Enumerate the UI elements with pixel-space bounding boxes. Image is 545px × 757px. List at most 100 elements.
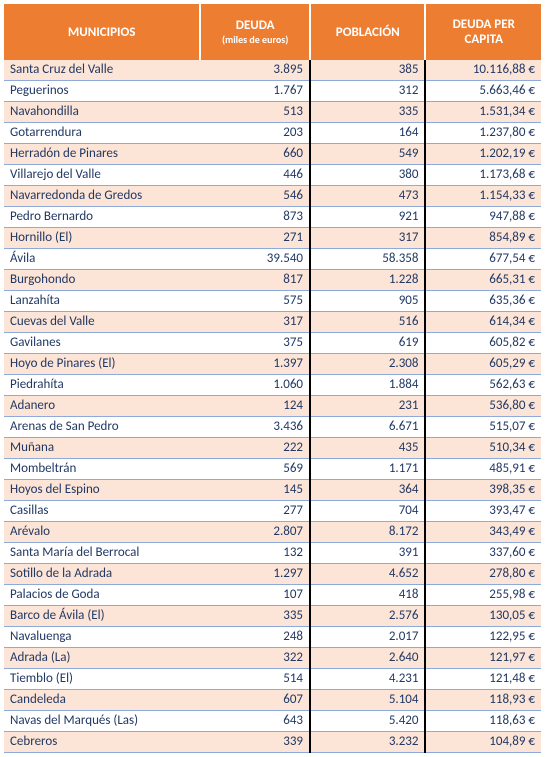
table-row: Tiemblo (El)5144.231121,48 €	[4, 669, 541, 690]
cell-municipio: Tiemblo (El)	[4, 669, 200, 690]
cell-deuda: 607	[200, 690, 310, 711]
cell-municipio: Piedrahíta	[4, 375, 200, 396]
cell-deuda: 271	[200, 228, 310, 249]
cell-poblacion: 3.232	[310, 732, 425, 753]
cell-municipio: Candeleda	[4, 690, 200, 711]
cell-poblacion: 2.640	[310, 648, 425, 669]
cell-poblacion: 619	[310, 333, 425, 354]
table-row: Casillas277704393,47 €	[4, 501, 541, 522]
table-row: Navarredonda de Gredos5464731.154,33 €	[4, 186, 541, 207]
header-per-capita: DEUDA PER CAPITA	[425, 4, 541, 60]
cell-deuda: 335	[200, 606, 310, 627]
cell-per-capita: 121,48 €	[425, 669, 541, 690]
cell-per-capita: 255,98 €	[425, 585, 541, 606]
cell-poblacion: 1.228	[310, 270, 425, 291]
cell-municipio: Villarejo del Valle	[4, 165, 200, 186]
cell-poblacion: 1.171	[310, 459, 425, 480]
table-row: Ávila39.54058.358677,54 €	[4, 249, 541, 270]
cell-deuda: 1.397	[200, 354, 310, 375]
cell-per-capita: 121,97 €	[425, 648, 541, 669]
cell-deuda: 145	[200, 480, 310, 501]
cell-municipio: Muñana	[4, 438, 200, 459]
cell-deuda: 446	[200, 165, 310, 186]
cell-poblacion: 391	[310, 543, 425, 564]
table-row: Santa María del Berrocal132391337,60 €	[4, 543, 541, 564]
cell-deuda: 575	[200, 291, 310, 312]
cell-municipio: Santa María del Berrocal	[4, 543, 200, 564]
cell-per-capita: 337,60 €	[425, 543, 541, 564]
table-row: Muñana222435510,34 €	[4, 438, 541, 459]
cell-poblacion: 435	[310, 438, 425, 459]
cell-municipio: Hoyos del Espino	[4, 480, 200, 501]
cell-deuda: 569	[200, 459, 310, 480]
cell-deuda: 248	[200, 627, 310, 648]
cell-deuda: 132	[200, 543, 310, 564]
cell-per-capita: 118,63 €	[425, 711, 541, 732]
cell-per-capita: 515,07 €	[425, 417, 541, 438]
cell-deuda: 107	[200, 585, 310, 606]
cell-poblacion: 364	[310, 480, 425, 501]
cell-per-capita: 343,49 €	[425, 522, 541, 543]
table-row: Adanero124231536,80 €	[4, 396, 541, 417]
table-row: Candeleda6075.104118,93 €	[4, 690, 541, 711]
table-row: Gotarrendura2031641.237,80 €	[4, 123, 541, 144]
cell-municipio: Sotillo de la Adrada	[4, 564, 200, 585]
cell-municipio: Adanero	[4, 396, 200, 417]
cell-municipio: Mombeltrán	[4, 459, 200, 480]
cell-per-capita: 536,80 €	[425, 396, 541, 417]
cell-municipio: Barco de Ávila (El)	[4, 606, 200, 627]
cell-deuda: 513	[200, 102, 310, 123]
cell-per-capita: 393,47 €	[425, 501, 541, 522]
cell-deuda: 39.540	[200, 249, 310, 270]
table-row: Lanzahíta575905635,36 €	[4, 291, 541, 312]
cell-deuda: 1.297	[200, 564, 310, 585]
table-row: Piedrahíta1.0601.884562,63 €	[4, 375, 541, 396]
cell-deuda: 1.767	[200, 81, 310, 102]
cell-municipio: Cuevas del Valle	[4, 312, 200, 333]
cell-municipio: Pedro Bernardo	[4, 207, 200, 228]
cell-poblacion: 317	[310, 228, 425, 249]
header-deuda: DEUDA (miles de euros)	[200, 4, 310, 60]
cell-deuda: 643	[200, 711, 310, 732]
cell-deuda: 514	[200, 669, 310, 690]
cell-per-capita: 614,34 €	[425, 312, 541, 333]
cell-poblacion: 418	[310, 585, 425, 606]
cell-poblacion: 335	[310, 102, 425, 123]
cell-deuda: 660	[200, 144, 310, 165]
cell-deuda: 339	[200, 732, 310, 753]
cell-per-capita: 10.116,88 €	[425, 60, 541, 81]
table-row: Navas del Marqués (Las)6435.420118,63 €	[4, 711, 541, 732]
table-row: Santa Cruz del Valle3.89538510.116,88 €	[4, 60, 541, 81]
table-row: Cuevas del Valle317516614,34 €	[4, 312, 541, 333]
cell-municipio: Navas del Marqués (Las)	[4, 711, 200, 732]
cell-municipio: Arévalo	[4, 522, 200, 543]
cell-municipio: Navaluenga	[4, 627, 200, 648]
cell-municipio: Gotarrendura	[4, 123, 200, 144]
cell-poblacion: 2.308	[310, 354, 425, 375]
cell-deuda: 317	[200, 312, 310, 333]
header-municipios: MUNICIPIOS	[4, 4, 200, 60]
cell-deuda: 546	[200, 186, 310, 207]
table-row: Hoyo de Pinares (El)1.3972.308605,29 €	[4, 354, 541, 375]
cell-poblacion: 312	[310, 81, 425, 102]
table-row: Palacios de Goda107418255,98 €	[4, 585, 541, 606]
cell-per-capita: 278,80 €	[425, 564, 541, 585]
cell-poblacion: 4.652	[310, 564, 425, 585]
header-deuda-sub: (miles de euros)	[207, 33, 303, 46]
table-row: Arenas de San Pedro3.4366.671515,07 €	[4, 417, 541, 438]
cell-per-capita: 1.237,80 €	[425, 123, 541, 144]
cell-per-capita: 485,91 €	[425, 459, 541, 480]
cell-deuda: 3.895	[200, 60, 310, 81]
cell-per-capita: 122,95 €	[425, 627, 541, 648]
cell-municipio: Herradón de Pinares	[4, 144, 200, 165]
header-poblacion: POBLACIÓN	[310, 4, 425, 60]
cell-deuda: 124	[200, 396, 310, 417]
cell-per-capita: 605,82 €	[425, 333, 541, 354]
cell-deuda: 322	[200, 648, 310, 669]
cell-poblacion: 5.420	[310, 711, 425, 732]
cell-poblacion: 704	[310, 501, 425, 522]
cell-deuda: 1.060	[200, 375, 310, 396]
table-row: Mombeltrán5691.171485,91 €	[4, 459, 541, 480]
cell-municipio: Casillas	[4, 501, 200, 522]
cell-per-capita: 130,05 €	[425, 606, 541, 627]
